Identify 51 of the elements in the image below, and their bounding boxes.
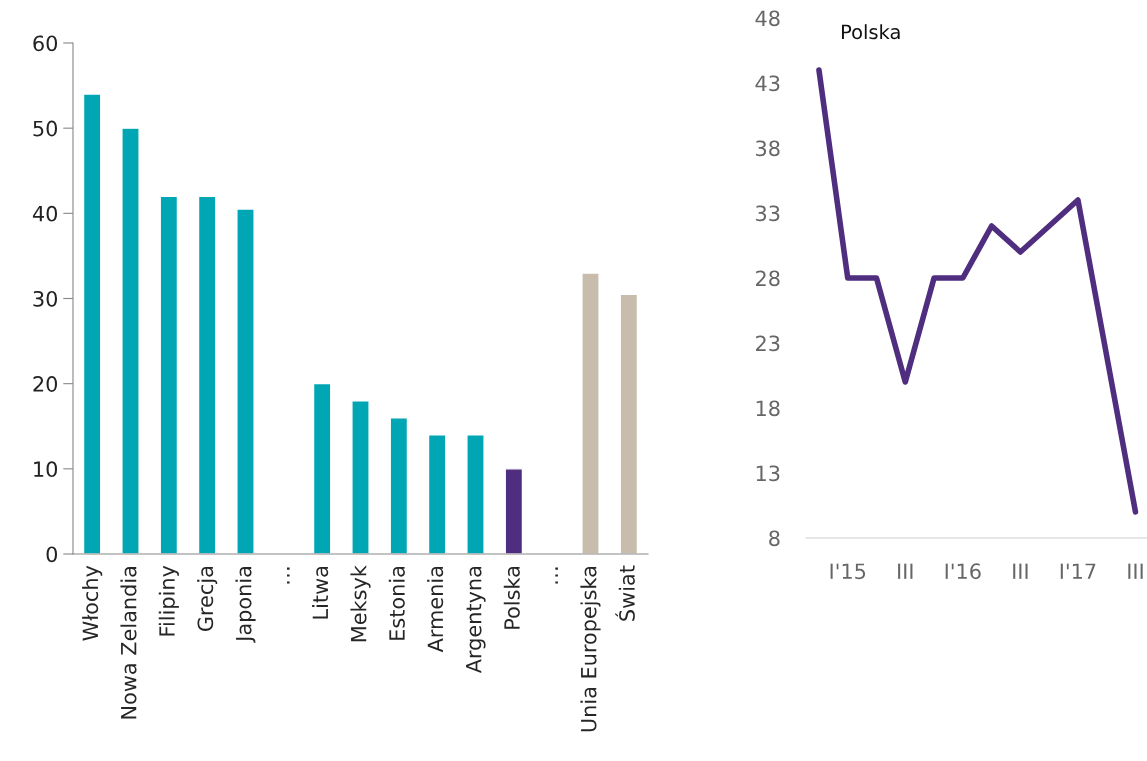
y-tick-label: 13 xyxy=(756,465,780,482)
y-tick-label: 38 xyxy=(756,140,780,157)
x-tick-label: Argentyna xyxy=(466,567,486,674)
x-tick-label: Meksyk xyxy=(350,565,371,642)
x-tick-label: I'16 xyxy=(945,563,981,580)
y-tick-label: 10 xyxy=(34,461,58,478)
x-tick-label: Świat xyxy=(615,565,635,621)
x-tick-label: … xyxy=(287,567,290,584)
x-tick-label: Grecja xyxy=(197,567,218,632)
bar xyxy=(312,382,332,554)
y-tick-label: 48 xyxy=(755,10,780,27)
bar xyxy=(389,417,409,554)
y-tick-label: 18 xyxy=(756,400,780,417)
x-tick-label: Armenia xyxy=(427,567,444,653)
x-tick-label: Unia Europejska xyxy=(580,567,601,732)
bar xyxy=(82,93,102,554)
x-tick-label: III xyxy=(1013,563,1028,579)
y-tick-label: 20 xyxy=(33,376,58,392)
x-tick-label: Włochy xyxy=(82,565,103,641)
x-tick-label: I'15 xyxy=(830,563,866,580)
y-tick-label: 50 xyxy=(33,120,58,137)
x-tick-label: III xyxy=(1128,563,1143,579)
y-tick-label: 43 xyxy=(755,75,780,92)
y-tick-label: 60 xyxy=(33,35,58,52)
bar xyxy=(351,400,370,554)
y-tick-label: 33 xyxy=(756,205,780,222)
y-tick-label: 40 xyxy=(32,205,58,222)
y-tick-label: 30 xyxy=(33,290,58,307)
bar xyxy=(581,272,600,554)
x-tick-label: Polska xyxy=(503,567,520,629)
y-tick-label: 23 xyxy=(756,335,780,352)
bar xyxy=(619,293,639,554)
bar xyxy=(504,468,524,554)
x-tick-label: Filipiny xyxy=(158,565,179,636)
y-tick-label: 28 xyxy=(756,270,780,287)
bar xyxy=(466,434,485,554)
x-tick-label: Japonia xyxy=(235,567,256,643)
bar xyxy=(197,195,217,554)
x-tick-label: I'17 xyxy=(1060,563,1096,579)
x-tick-label: … xyxy=(555,567,558,584)
series-label: Polska xyxy=(842,24,900,40)
bar xyxy=(427,434,447,554)
bar xyxy=(121,127,140,554)
x-tick-label: Litwa xyxy=(312,567,329,619)
x-tick-label: Estonia xyxy=(388,567,405,640)
bar xyxy=(236,208,255,554)
y-tick-label: 0 xyxy=(46,546,58,563)
x-tick-label: III xyxy=(898,563,913,579)
y-tick-label: 8 xyxy=(769,530,780,547)
bar xyxy=(159,195,179,554)
x-tick-label: Nowa Zelandia xyxy=(120,567,137,719)
